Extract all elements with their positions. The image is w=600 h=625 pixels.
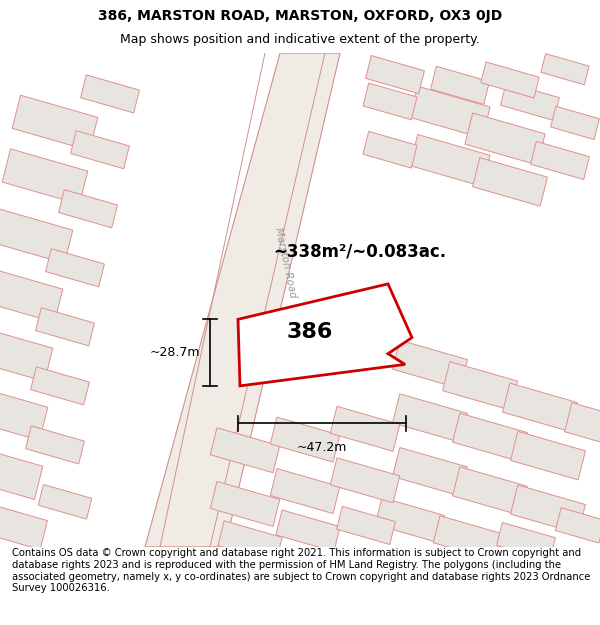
Polygon shape <box>375 498 445 542</box>
Polygon shape <box>465 113 545 165</box>
Polygon shape <box>2 149 88 204</box>
Polygon shape <box>0 444 43 499</box>
Polygon shape <box>541 54 589 85</box>
Polygon shape <box>210 481 280 526</box>
Polygon shape <box>365 56 424 94</box>
Polygon shape <box>511 485 586 534</box>
Polygon shape <box>59 190 118 228</box>
Text: ~28.7m: ~28.7m <box>149 346 200 359</box>
Polygon shape <box>238 284 412 386</box>
Polygon shape <box>38 484 92 519</box>
Polygon shape <box>497 522 556 561</box>
Polygon shape <box>218 521 282 562</box>
Polygon shape <box>210 428 280 472</box>
Polygon shape <box>0 267 63 322</box>
Text: ~338m²/~0.083ac.: ~338m²/~0.083ac. <box>274 242 446 261</box>
Polygon shape <box>12 95 98 151</box>
Polygon shape <box>35 308 94 346</box>
Text: 386, MARSTON ROAD, MARSTON, OXFORD, OX3 0JD: 386, MARSTON ROAD, MARSTON, OXFORD, OX3 … <box>98 9 502 23</box>
Polygon shape <box>26 426 85 464</box>
Polygon shape <box>473 158 547 206</box>
Polygon shape <box>452 413 527 462</box>
Polygon shape <box>80 75 139 113</box>
Polygon shape <box>392 340 467 389</box>
Polygon shape <box>46 249 104 287</box>
Polygon shape <box>431 66 490 104</box>
Polygon shape <box>270 469 340 514</box>
Polygon shape <box>71 131 130 169</box>
Polygon shape <box>270 417 340 462</box>
Polygon shape <box>392 448 467 496</box>
Polygon shape <box>565 402 600 444</box>
Polygon shape <box>363 131 417 168</box>
Polygon shape <box>433 516 503 561</box>
Polygon shape <box>0 208 73 263</box>
Text: Map shows position and indicative extent of the property.: Map shows position and indicative extent… <box>120 33 480 46</box>
Text: Contains OS data © Crown copyright and database right 2021. This information is : Contains OS data © Crown copyright and d… <box>12 549 590 593</box>
Polygon shape <box>0 501 47 549</box>
Polygon shape <box>145 53 340 547</box>
Polygon shape <box>530 141 589 179</box>
Polygon shape <box>337 506 395 544</box>
Polygon shape <box>503 383 577 432</box>
Polygon shape <box>276 510 340 551</box>
Polygon shape <box>500 82 559 121</box>
Polygon shape <box>511 431 586 480</box>
Text: Marston Road: Marston Road <box>272 226 298 299</box>
Polygon shape <box>556 508 600 543</box>
Polygon shape <box>330 406 400 451</box>
Polygon shape <box>0 385 48 441</box>
Polygon shape <box>0 326 53 381</box>
Polygon shape <box>330 458 400 503</box>
Polygon shape <box>363 83 417 120</box>
Polygon shape <box>410 86 490 138</box>
Polygon shape <box>443 362 517 410</box>
Polygon shape <box>410 134 490 186</box>
Text: 386: 386 <box>287 322 333 342</box>
Polygon shape <box>481 62 539 98</box>
Text: ~47.2m: ~47.2m <box>297 441 347 454</box>
Polygon shape <box>551 106 599 139</box>
Polygon shape <box>392 394 467 442</box>
Polygon shape <box>452 467 527 515</box>
Polygon shape <box>31 367 89 405</box>
